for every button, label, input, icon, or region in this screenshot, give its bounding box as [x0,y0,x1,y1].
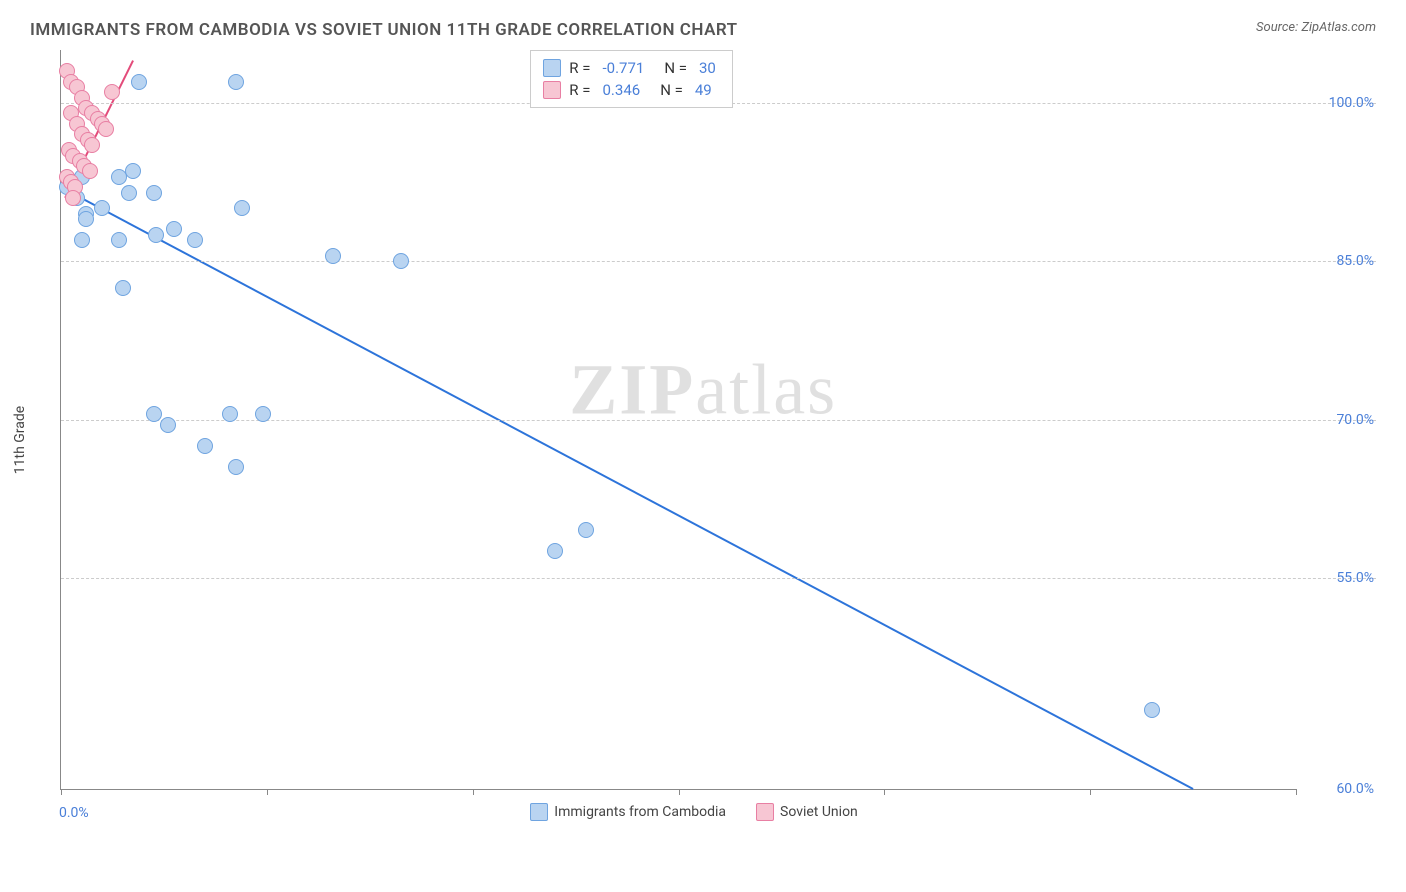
legend-swatch [756,803,774,821]
scatter-point [94,200,110,216]
scatter-point [166,221,182,237]
legend-r-label: R = [569,81,590,99]
legend-n-label: N = [664,59,687,77]
scatter-point [160,417,176,433]
scatter-point [234,200,250,216]
legend-item: Soviet Union [756,803,858,821]
legend-stats-row: R = 0.346 N = 49 [543,79,720,101]
scatter-point [146,406,162,422]
legend-label: Soviet Union [780,804,858,820]
y-tick-label: 70.0% [1304,412,1374,428]
legend-swatch [543,59,561,77]
x-tick [679,789,680,795]
legend-swatch [530,803,548,821]
scatter-point [578,522,594,538]
scatter-point [82,163,98,179]
x-tick [473,789,474,795]
scatter-point [228,459,244,475]
scatter-point [197,438,213,454]
legend-bottom: Immigrants from Cambodia Soviet Union [530,803,858,821]
scatter-point [74,232,90,248]
y-axis-label: 11th Grade [12,406,28,474]
scatter-point [84,137,100,153]
chart-container: 11th Grade ZIPatlas R = -0.771 N = 30 R … [60,50,1376,830]
y-tick-label: 100.0% [1304,95,1374,111]
scatter-point [65,190,81,206]
scatter-point [228,74,244,90]
scatter-point [98,121,114,137]
legend-label: Immigrants from Cambodia [554,804,726,820]
scatter-point [255,406,271,422]
x-tick [1090,789,1091,795]
legend-r-value: -0.771 [599,59,649,77]
x-tick [267,789,268,795]
legend-r-label: R = [569,59,590,77]
y-tick-label: 85.0% [1304,253,1374,269]
scatter-point [111,232,127,248]
header: IMMIGRANTS FROM CAMBODIA VS SOVIET UNION… [0,0,1406,50]
scatter-point [104,84,120,100]
legend-stats-row: R = -0.771 N = 30 [543,57,720,79]
legend-n-value: 30 [695,59,720,77]
legend-n-value: 49 [691,81,716,99]
legend-item: Immigrants from Cambodia [530,803,726,821]
gridline [61,578,1376,579]
legend-n-label: N = [660,81,683,99]
scatter-point [187,232,203,248]
x-tick [884,789,885,795]
scatter-point [547,543,563,559]
scatter-point [393,253,409,269]
scatter-point [148,227,164,243]
scatter-point [78,211,94,227]
trend-line [61,187,1193,789]
scatter-point [115,280,131,296]
source-attribution: Source: ZipAtlas.com [1256,20,1376,35]
scatter-point [325,248,341,264]
x-tick [1296,789,1297,795]
scatter-point [131,74,147,90]
legend-r-value: 0.346 [599,81,645,99]
scatter-point [121,185,137,201]
y-tick-label: 55.0% [1304,570,1374,586]
scatter-point [146,185,162,201]
legend-swatch [543,81,561,99]
chart-title: IMMIGRANTS FROM CAMBODIA VS SOVIET UNION… [30,20,738,40]
x-tick-label: 0.0% [59,805,89,821]
gridline [61,261,1376,262]
scatter-point [1144,702,1160,718]
legend-stats: R = -0.771 N = 30 R = 0.346 N = 49 [530,50,733,108]
x-tick [61,789,62,795]
scatter-point [125,163,141,179]
plot-area: ZIPatlas R = -0.771 N = 30 R = 0.346 N =… [60,50,1296,790]
scatter-point [222,406,238,422]
x-tick-label: 60.0% [1336,781,1374,797]
